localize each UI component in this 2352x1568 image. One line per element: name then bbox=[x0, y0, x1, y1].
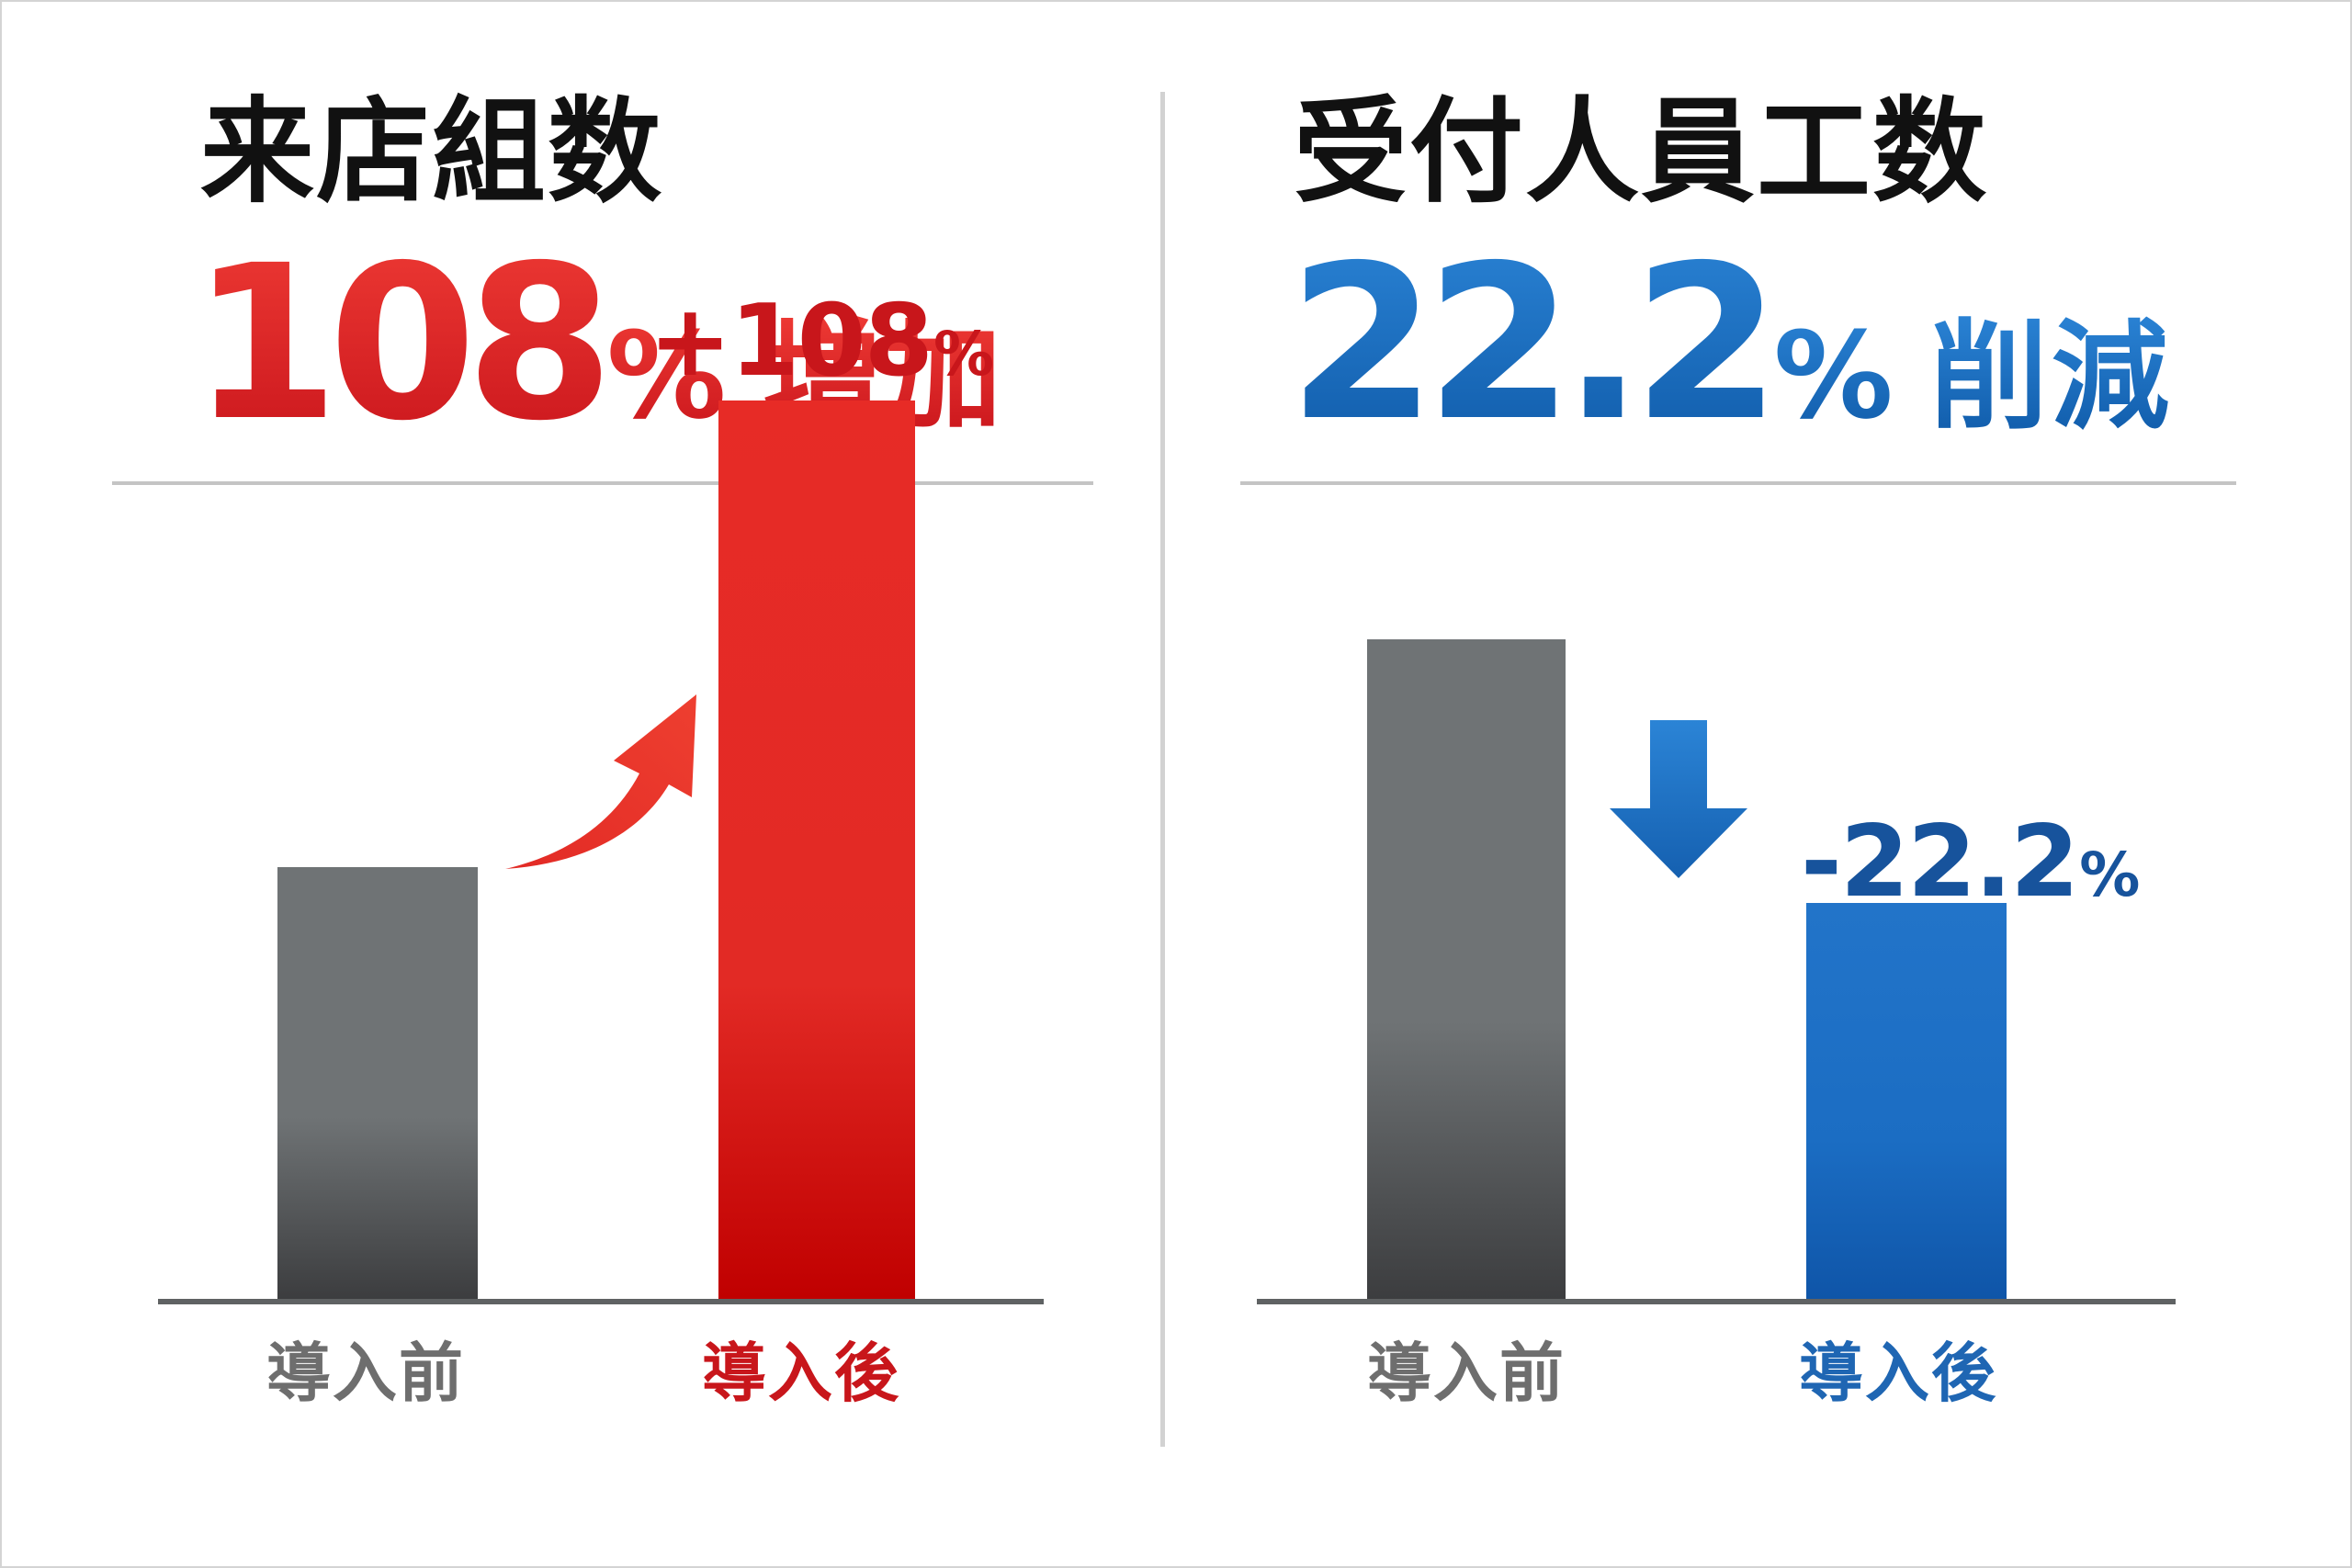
change-label: +108% bbox=[649, 292, 994, 391]
change-value: +108 bbox=[649, 284, 933, 399]
change-label: -22.2% bbox=[1801, 813, 2140, 912]
headline-value: 22.2 bbox=[1288, 220, 1781, 468]
axis-baseline bbox=[158, 1299, 1044, 1304]
headline-figure: 22.2% 削減 bbox=[1288, 237, 2173, 450]
bar-before bbox=[277, 867, 478, 1299]
headline-unit: % bbox=[1773, 306, 1894, 446]
headline-value: 108 bbox=[191, 220, 614, 468]
bar-after bbox=[718, 400, 915, 1299]
reception-hours-panel: 受付人員工数 22.2% 削減 -22.2% 導入前 導入後 bbox=[1167, 0, 2352, 1568]
panel-divider bbox=[1160, 92, 1165, 1447]
change-unit: % bbox=[2079, 840, 2141, 910]
down-arrow-icon bbox=[1610, 720, 1747, 878]
category-label-before: 導入前 bbox=[1367, 1336, 1566, 1411]
section-divider bbox=[1240, 481, 2236, 485]
panel-title: 受付人員工数 bbox=[1294, 86, 1989, 219]
bar-after bbox=[1806, 903, 2007, 1299]
change-unit: % bbox=[933, 319, 995, 389]
growth-arrow-icon bbox=[505, 694, 696, 869]
category-label-after: 導入後 bbox=[1799, 1336, 1997, 1411]
visitor-groups-panel: 来店組数 108% 増加 +108% 導入前 導入後 bbox=[0, 0, 1159, 1568]
headline-unit: % bbox=[606, 306, 727, 446]
change-value: -22.2 bbox=[1801, 805, 2079, 919]
axis-baseline bbox=[1257, 1299, 2176, 1304]
panel-title: 来店組数 bbox=[200, 86, 664, 219]
headline-word: 削減 bbox=[1929, 309, 2173, 446]
bar-before bbox=[1367, 639, 1566, 1299]
category-label-before: 導入前 bbox=[266, 1336, 465, 1411]
section-divider bbox=[112, 481, 1093, 485]
category-label-after: 導入後 bbox=[702, 1336, 900, 1411]
